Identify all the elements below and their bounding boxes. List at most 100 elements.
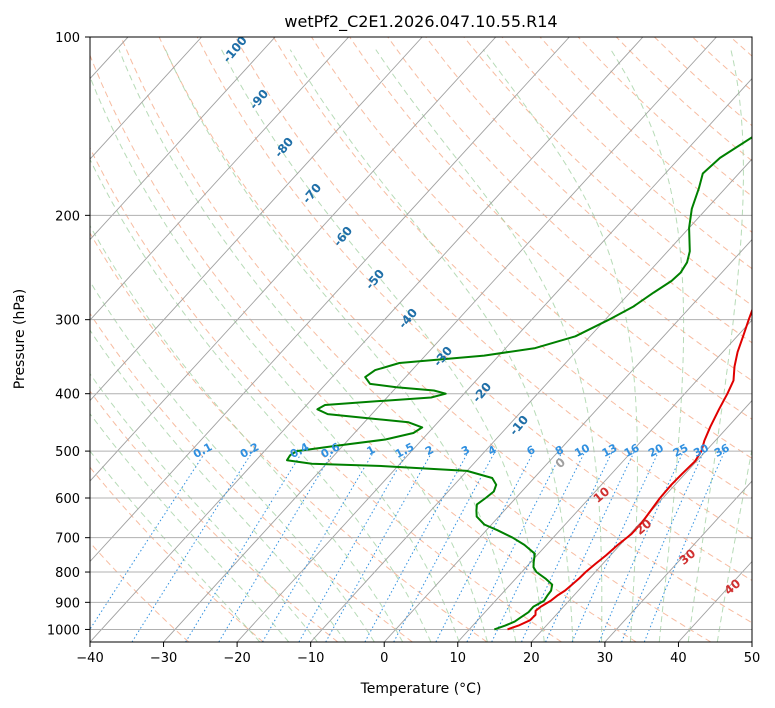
mixing-ratio-line [571,450,660,642]
dry-adiabat [196,37,752,582]
mixing-ratio-line [643,450,726,642]
moist-adiabat [716,446,752,642]
dry-adiabat [120,37,712,642]
y-tick-label: 400 [55,388,80,403]
dry-adiabat [349,37,752,420]
mixing-ratio-label: 20 [646,441,666,460]
profiles [286,136,752,631]
x-tick-label: 50 [744,651,761,666]
y-tick-label: 600 [55,492,80,507]
theta-e-label: -80 [272,135,297,161]
y-tick-label: 800 [55,566,80,581]
y-tick-label: 700 [55,532,80,547]
dry-adiabat [539,37,752,233]
moist-adiabat [165,49,517,642]
mixing-ratio-label: 0.4 [288,440,312,461]
isotherm [90,37,276,241]
moist-adiabat [687,49,744,642]
mixing-ratio-line [491,450,586,642]
dry-adiabat [463,37,752,307]
x-tick-label: −40 [76,651,103,666]
isotherm [163,37,717,642]
dry-adiabat [90,390,339,642]
mixing-ratio-line [621,450,705,642]
mixing-ratio-line [298,450,409,642]
mixing-ratio-line [393,450,496,642]
isotherm [310,158,752,642]
mixing-ratio-line [262,450,375,642]
dry-adiabat [425,37,752,344]
mixing-ratio-label: 4 [486,443,499,458]
mixing-ratio-line [90,450,207,631]
isotherm [90,37,497,482]
x-tick-label: 10 [450,651,467,666]
mixing-ratio-line [545,450,636,642]
dry-adiabat [90,466,264,642]
mixing-ratio-line [364,450,470,642]
mixing-ratio-line [218,450,335,642]
isotherm [457,319,752,642]
moist-adiabat [90,373,318,642]
isotherm [90,37,570,563]
mixing-ratio-line [325,450,433,642]
moist-adiabat [482,49,638,642]
isotherm [236,77,752,642]
dry-adiabat [272,37,752,499]
theta-e-label: -100 [220,33,250,65]
wet-bulb-label: 20 [633,516,655,537]
y-tick-label: 300 [55,314,80,329]
theta-e-label: -10 [507,413,532,439]
moist-adiabat [90,450,261,642]
axes: −40 −30 −20 −10 0 10 20 30 40 5010020030040050060… [47,31,760,666]
dry-adiabat [769,37,775,642]
moist-adiabat [90,329,347,642]
dewpoint-profile [286,136,752,631]
moist-adiabat [90,224,404,642]
theta-e-label: -70 [300,181,325,207]
x-tick-label: 20 [523,651,540,666]
wet-bulb-label: 30 [677,546,699,567]
wet-bulb-label: 0 [553,455,568,471]
pressure-gridlines [90,37,752,630]
mixing-ratio-line [598,450,684,642]
mixing-ratio-label: 36 [712,441,732,460]
dry-adiabat [387,37,752,382]
moist-adiabat [90,75,460,642]
mixing-ratio-label: 0.1 [191,440,214,461]
dry-adiabat [234,37,752,540]
mixing-ratio-label: 16 [622,441,642,460]
dry-adiabat [577,37,752,197]
wet-bulb-label: 40 [722,576,744,597]
dry-adiabat [90,146,562,642]
temperature-profile [507,307,752,631]
x-tick-label: 30 [597,651,614,666]
y-axis-label: Pressure (hPa) [12,289,28,389]
dry-adiabat [158,37,752,624]
x-tick-label: 40 [670,651,687,666]
x-axis-label: Temperature (°C) [360,681,482,697]
x-tick-label: 0 [380,651,388,666]
background-lines [90,37,775,642]
dry-adiabat [654,37,752,127]
theta-e-label: -40 [396,306,421,332]
y-tick-label: 900 [55,596,80,611]
y-tick-label: 100 [55,31,80,46]
moist-adiabat [90,280,375,642]
x-tick-label: −20 [223,651,250,666]
y-tick-label: 1000 [47,623,80,638]
moist-adiabat [610,49,685,642]
isotherm [90,37,202,160]
isotherm [751,641,752,642]
dry-adiabat [90,541,190,642]
moist-adiabat [375,49,603,642]
mixing-ratio-line [185,450,304,642]
mixing-ratio-label: 25 [671,441,691,460]
y-tick-label: 500 [55,445,80,460]
mixing-ratio-label: 6 [525,443,538,458]
moist-adiabat [289,49,574,642]
isotherm [604,480,752,642]
mixing-ratio-line [131,450,254,642]
dry-adiabat [730,37,752,57]
plot-frame [89,36,753,643]
